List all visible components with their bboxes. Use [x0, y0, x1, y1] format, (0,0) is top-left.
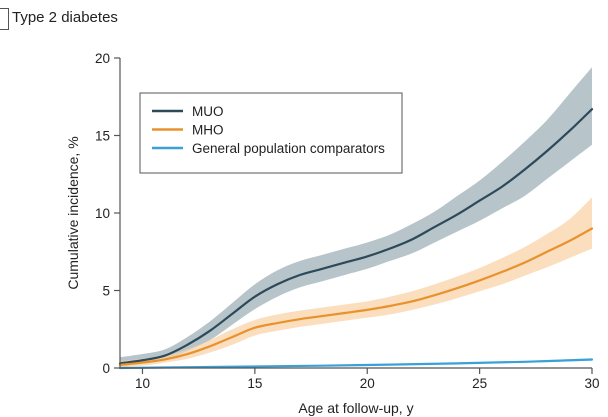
legend: MUO MHO General population comparators: [139, 92, 403, 174]
x-tick-label: 20: [360, 376, 375, 391]
axes: 0 5 10 15 20 10 15 20 25 30: [95, 51, 600, 391]
legend-box: [139, 92, 403, 174]
series-lines: [118, 108, 594, 370]
panel-label-box: [0, 8, 9, 30]
legend-label-muo: MUO: [192, 104, 224, 119]
line-mho: [118, 227, 594, 366]
y-tick-label: 15: [95, 129, 110, 144]
y-tick-label: 10: [95, 206, 110, 221]
line-muo: [118, 108, 594, 365]
y-tick-label: 20: [95, 51, 110, 66]
x-tick-label: 30: [584, 376, 599, 391]
legend-label-general-population-comparators: General population comparators: [192, 141, 385, 156]
y-tick-label: 5: [102, 284, 110, 299]
line-general-population-comparators: [118, 358, 594, 370]
x-tick-label: 25: [472, 376, 487, 391]
panel-title: Type 2 diabetes: [12, 9, 118, 26]
legend-label-mho: MHO: [192, 123, 224, 138]
y-axis-title: Cumulative incidence, %: [65, 136, 81, 289]
y-tick-label: 0: [102, 361, 110, 376]
band-mho: [120, 197, 592, 368]
x-tick-label: 15: [247, 376, 262, 391]
x-tick-label: 10: [135, 376, 150, 391]
x-axis-title: Age at follow-up, y: [298, 400, 413, 416]
